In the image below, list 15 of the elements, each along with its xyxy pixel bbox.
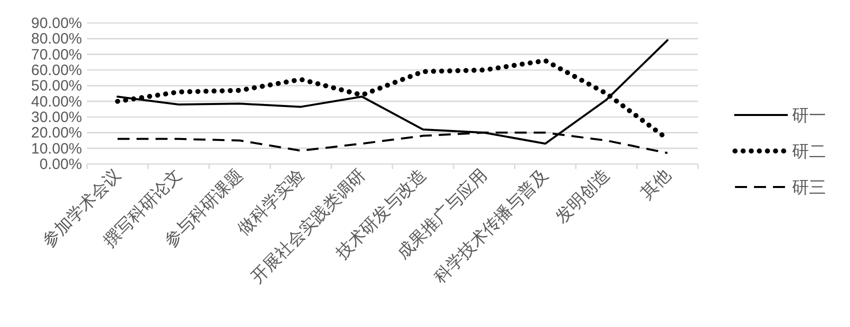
y-tick-label: 40.00% [31,93,82,110]
legend-label: 研一 [792,106,826,125]
legend-label: 研二 [792,142,826,161]
y-tick-label: 10.00% [31,140,82,158]
x-tick-label: 其他 [636,165,674,203]
y-tick-label: 80.00% [31,30,82,48]
y-tick-label: 70.00% [31,46,82,64]
y-tick-label: 90.00% [31,15,82,32]
x-tick-label: 发明创造 [552,165,614,227]
legend-label: 研三 [792,178,826,197]
y-tick-label: 60.00% [31,62,82,79]
y-tick-label: 20.00% [31,124,82,142]
y-tick-label: 30.00% [31,109,82,126]
y-tick-label: 0.00% [39,156,82,173]
y-tick-label: 50.00% [31,78,82,95]
